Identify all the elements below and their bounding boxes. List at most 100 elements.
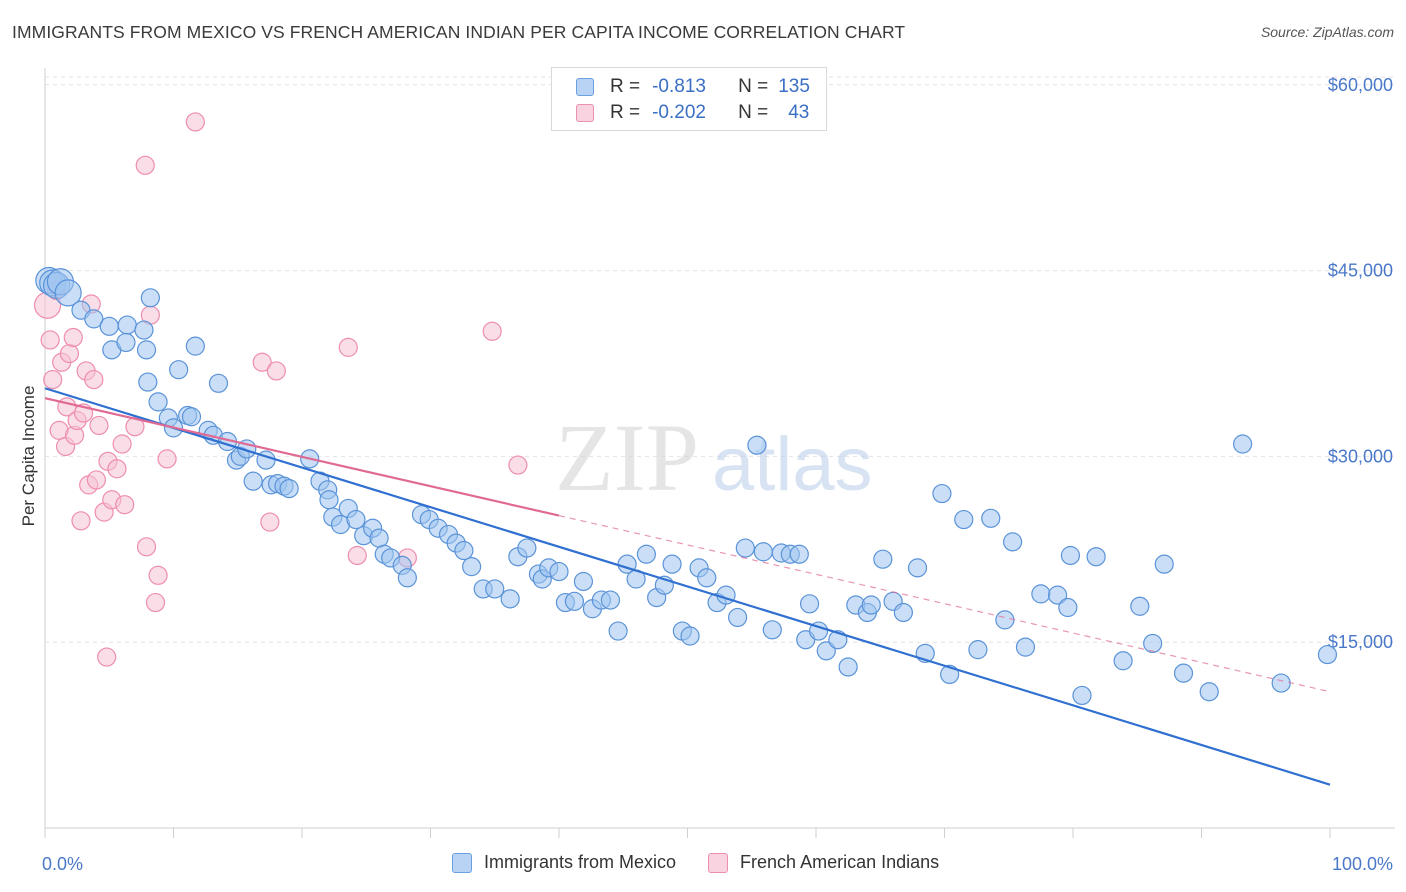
legend-label-mexico: Immigrants from Mexico — [484, 852, 677, 872]
data-point — [762, 620, 782, 640]
data-point — [71, 511, 91, 531]
data-point — [573, 571, 594, 592]
data-point — [728, 607, 748, 628]
y-tick-label: $60,000 — [1328, 75, 1393, 95]
data-point — [59, 343, 80, 364]
data-point — [319, 490, 339, 510]
data-point — [260, 512, 280, 532]
data-point — [1154, 554, 1174, 574]
data-point — [508, 455, 528, 475]
trend-line — [44, 387, 1331, 786]
data-point — [397, 568, 417, 588]
series-immigrants-from-mexico — [35, 266, 1338, 706]
source-label: Source: ZipAtlas.com — [1260, 24, 1394, 40]
data-point — [112, 434, 132, 454]
data-point — [369, 528, 389, 548]
data-point — [907, 558, 928, 578]
data-point — [1003, 532, 1023, 552]
data-point — [1317, 644, 1338, 665]
y-axis-label: Per Capita Income — [19, 386, 38, 527]
data-point — [346, 509, 366, 530]
data-point — [54, 279, 82, 307]
data-point — [266, 361, 286, 381]
data-point — [140, 288, 160, 308]
y-tick-label: $30,000 — [1328, 446, 1393, 466]
chart-title: IMMIGRANTS FROM MEXICO VS FRENCH AMERICA… — [12, 22, 906, 42]
data-point — [243, 471, 263, 491]
data-point — [940, 664, 960, 685]
data-point — [99, 316, 119, 336]
data-point — [789, 544, 809, 564]
data-point — [517, 538, 537, 558]
legend-r-value: -0.813 — [652, 76, 706, 97]
data-point — [500, 589, 520, 609]
legend-n-label: N = — [738, 102, 769, 123]
watermark-atlas: atlas — [712, 422, 873, 507]
x-tick-labels: 0.0% 100.0% — [42, 854, 1393, 874]
data-point — [136, 340, 157, 360]
data-point — [680, 626, 700, 646]
data-point — [84, 309, 104, 329]
data-point — [1143, 633, 1163, 654]
data-point — [1130, 596, 1150, 616]
data-point — [97, 647, 117, 667]
data-point — [117, 315, 137, 335]
data-point — [747, 435, 767, 455]
data-point — [89, 415, 109, 436]
data-point — [116, 332, 136, 353]
watermark-zip: ZIP — [555, 404, 699, 511]
data-point — [1072, 685, 1092, 706]
data-point — [932, 483, 952, 504]
data-point — [169, 360, 189, 380]
legend-n-label: N = — [738, 76, 769, 97]
legend-item-mexico[interactable]: Immigrants from Mexico — [452, 852, 676, 873]
data-point — [1031, 584, 1051, 604]
trend-line — [44, 397, 560, 517]
data-point — [84, 369, 104, 390]
x-tick-label: 0.0% — [42, 854, 83, 874]
data-point — [1233, 434, 1253, 454]
legend-swatch-blue — [452, 852, 472, 873]
data-point — [1047, 585, 1068, 605]
data-point — [1060, 545, 1081, 566]
series-french-american-indians — [33, 112, 528, 667]
data-point — [968, 640, 988, 660]
legend-item-french[interactable]: French American Indians — [708, 852, 939, 873]
y-tick-label: $15,000 — [1328, 632, 1393, 652]
data-point — [564, 591, 585, 611]
data-point — [1015, 637, 1036, 657]
data-point — [208, 373, 229, 393]
data-point — [181, 407, 202, 427]
x-tick-label: 100.0% — [1332, 854, 1393, 874]
data-point — [608, 621, 628, 641]
data-point — [135, 155, 155, 175]
data-point — [252, 352, 272, 372]
data-point — [462, 557, 482, 577]
data-point — [157, 449, 177, 469]
watermark: ZIP atlas — [555, 404, 873, 511]
data-point — [107, 459, 127, 479]
data-point — [482, 321, 502, 341]
data-point — [735, 538, 755, 558]
data-point — [816, 641, 836, 661]
legend-r-label: R = — [610, 76, 641, 97]
data-point — [279, 478, 299, 499]
data-point — [454, 540, 474, 561]
data-point — [136, 537, 157, 557]
data-point — [893, 602, 913, 623]
data-point — [636, 544, 656, 564]
legend-swatch-pink — [708, 852, 729, 873]
legend-n-value: 43 — [788, 102, 810, 123]
data-point — [485, 579, 505, 599]
data-point — [185, 112, 205, 132]
data-point — [338, 337, 358, 357]
data-point — [1058, 597, 1078, 618]
data-point — [115, 495, 135, 515]
data-point — [861, 595, 881, 615]
data-point — [145, 592, 166, 613]
data-point — [697, 568, 717, 588]
data-point — [148, 392, 168, 412]
axes — [44, 68, 1395, 838]
data-point — [662, 554, 682, 574]
